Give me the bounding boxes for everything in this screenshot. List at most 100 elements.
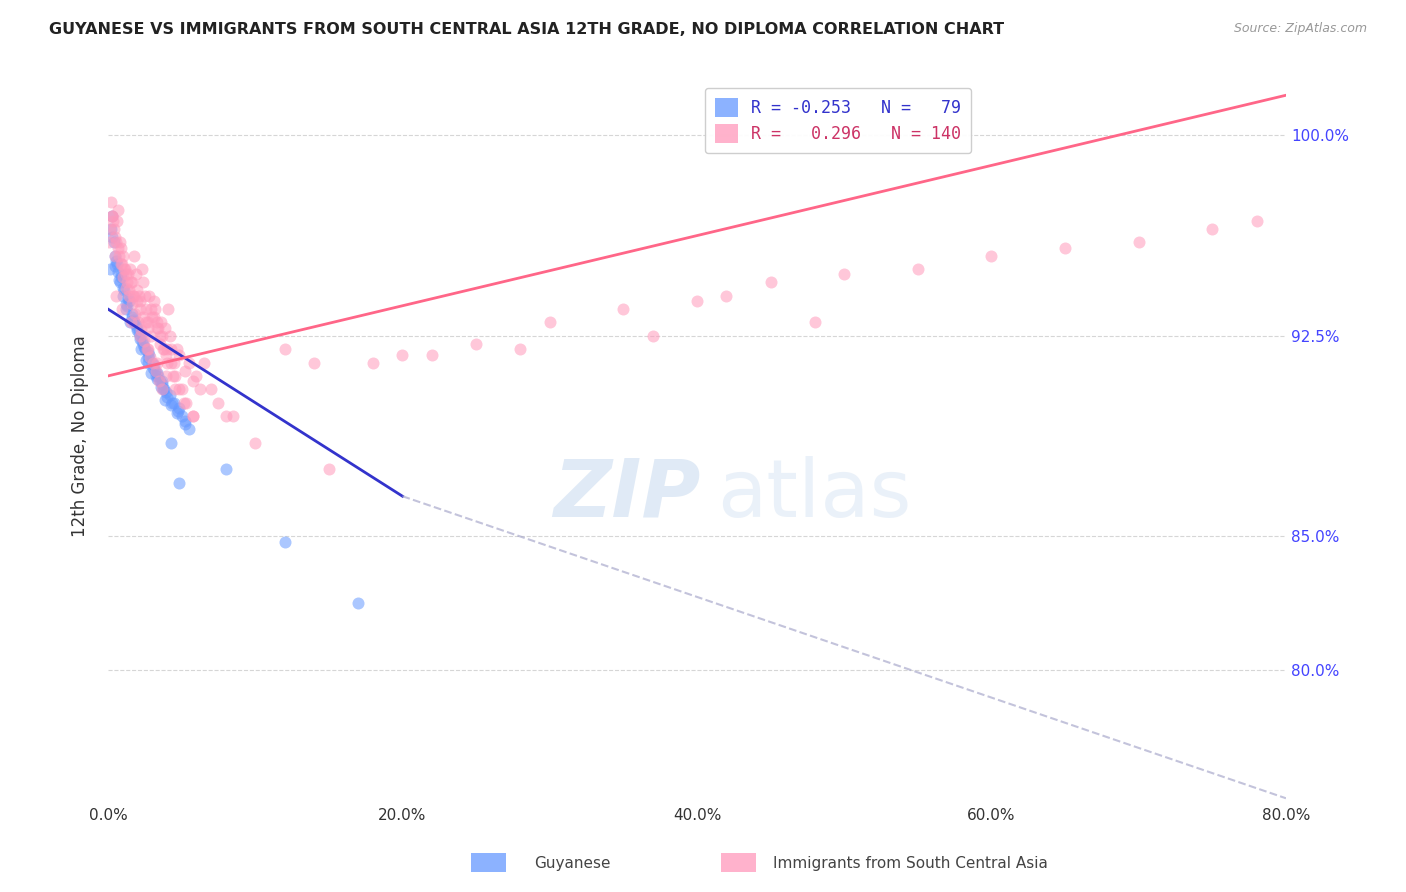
Point (146, 320, 169, 334)
Point (122, 289, 145, 303)
Point (148, 328, 170, 343)
Point (135, 352, 157, 367)
Point (111, 302, 134, 317)
Point (170, 382, 193, 396)
Point (105, 289, 128, 303)
Y-axis label: 12th Grade, No Diploma: 12th Grade, No Diploma (72, 335, 89, 537)
Point (188, 382, 211, 396)
Point (152, 342, 174, 356)
Point (207, 395, 229, 409)
Point (138, 350, 160, 364)
Point (129, 328, 152, 343)
Point (98, 262, 121, 277)
Point (124, 308, 146, 322)
Point (153, 382, 176, 396)
Point (391, 347, 413, 361)
Point (832, 268, 855, 282)
Point (132, 336, 155, 351)
Point (183, 409, 205, 423)
Point (141, 355, 163, 369)
Point (686, 294, 709, 309)
Point (156, 355, 179, 369)
Point (128, 326, 150, 340)
Point (122, 313, 145, 327)
Point (100, 195, 122, 210)
Point (121, 310, 143, 325)
Point (136, 316, 159, 330)
Text: GUYANESE VS IMMIGRANTS FROM SOUTH CENTRAL ASIA 12TH GRADE, NO DIPLOMA CORRELATIO: GUYANESE VS IMMIGRANTS FROM SOUTH CENTRA… (49, 22, 1004, 37)
Point (101, 209, 124, 223)
Point (1128, 235, 1150, 250)
Point (128, 302, 150, 317)
Point (160, 342, 183, 356)
Text: Guyanese: Guyanese (534, 856, 610, 871)
Point (108, 235, 131, 250)
Point (163, 355, 186, 369)
Point (112, 270, 135, 285)
Point (143, 363, 166, 377)
Point (105, 235, 128, 250)
Point (120, 276, 142, 290)
Point (163, 395, 186, 409)
Point (174, 363, 197, 377)
Point (170, 409, 193, 423)
Point (148, 374, 170, 388)
Point (136, 342, 159, 356)
Point (122, 316, 145, 330)
Point (159, 355, 181, 369)
Point (134, 342, 156, 356)
Point (174, 414, 197, 428)
Point (181, 374, 204, 388)
Point (907, 262, 929, 277)
Point (135, 316, 157, 330)
Point (641, 328, 664, 343)
Point (145, 371, 167, 385)
Point (117, 284, 139, 298)
Point (132, 339, 155, 353)
Point (509, 342, 531, 356)
Point (142, 360, 165, 375)
Point (105, 254, 128, 268)
Point (167, 403, 190, 417)
Point (115, 297, 138, 311)
Point (200, 382, 222, 396)
Point (108, 276, 131, 290)
Point (132, 334, 155, 348)
Point (155, 368, 177, 383)
Point (141, 328, 163, 343)
Point (155, 392, 177, 407)
Point (173, 395, 195, 409)
Point (273, 342, 295, 356)
Point (146, 355, 169, 369)
Point (131, 310, 153, 325)
Point (538, 316, 561, 330)
Point (150, 374, 173, 388)
Point (132, 276, 155, 290)
Point (150, 316, 173, 330)
Point (149, 336, 172, 351)
Point (759, 276, 782, 290)
Point (110, 241, 132, 255)
Text: atlas: atlas (717, 456, 912, 534)
Point (156, 390, 179, 404)
Point (173, 417, 195, 431)
Point (146, 368, 169, 383)
Point (167, 382, 190, 396)
Point (145, 368, 167, 383)
Point (167, 401, 190, 415)
Point (115, 281, 138, 295)
Point (1246, 214, 1268, 228)
Point (142, 358, 165, 372)
Point (139, 366, 162, 380)
Point (114, 268, 136, 282)
Point (135, 302, 157, 317)
Point (186, 368, 208, 383)
Point (112, 281, 135, 295)
Point (181, 409, 204, 423)
Point (125, 323, 148, 337)
Point (104, 230, 127, 244)
Point (150, 379, 173, 393)
Point (122, 289, 145, 303)
Point (110, 268, 132, 282)
Point (145, 316, 167, 330)
